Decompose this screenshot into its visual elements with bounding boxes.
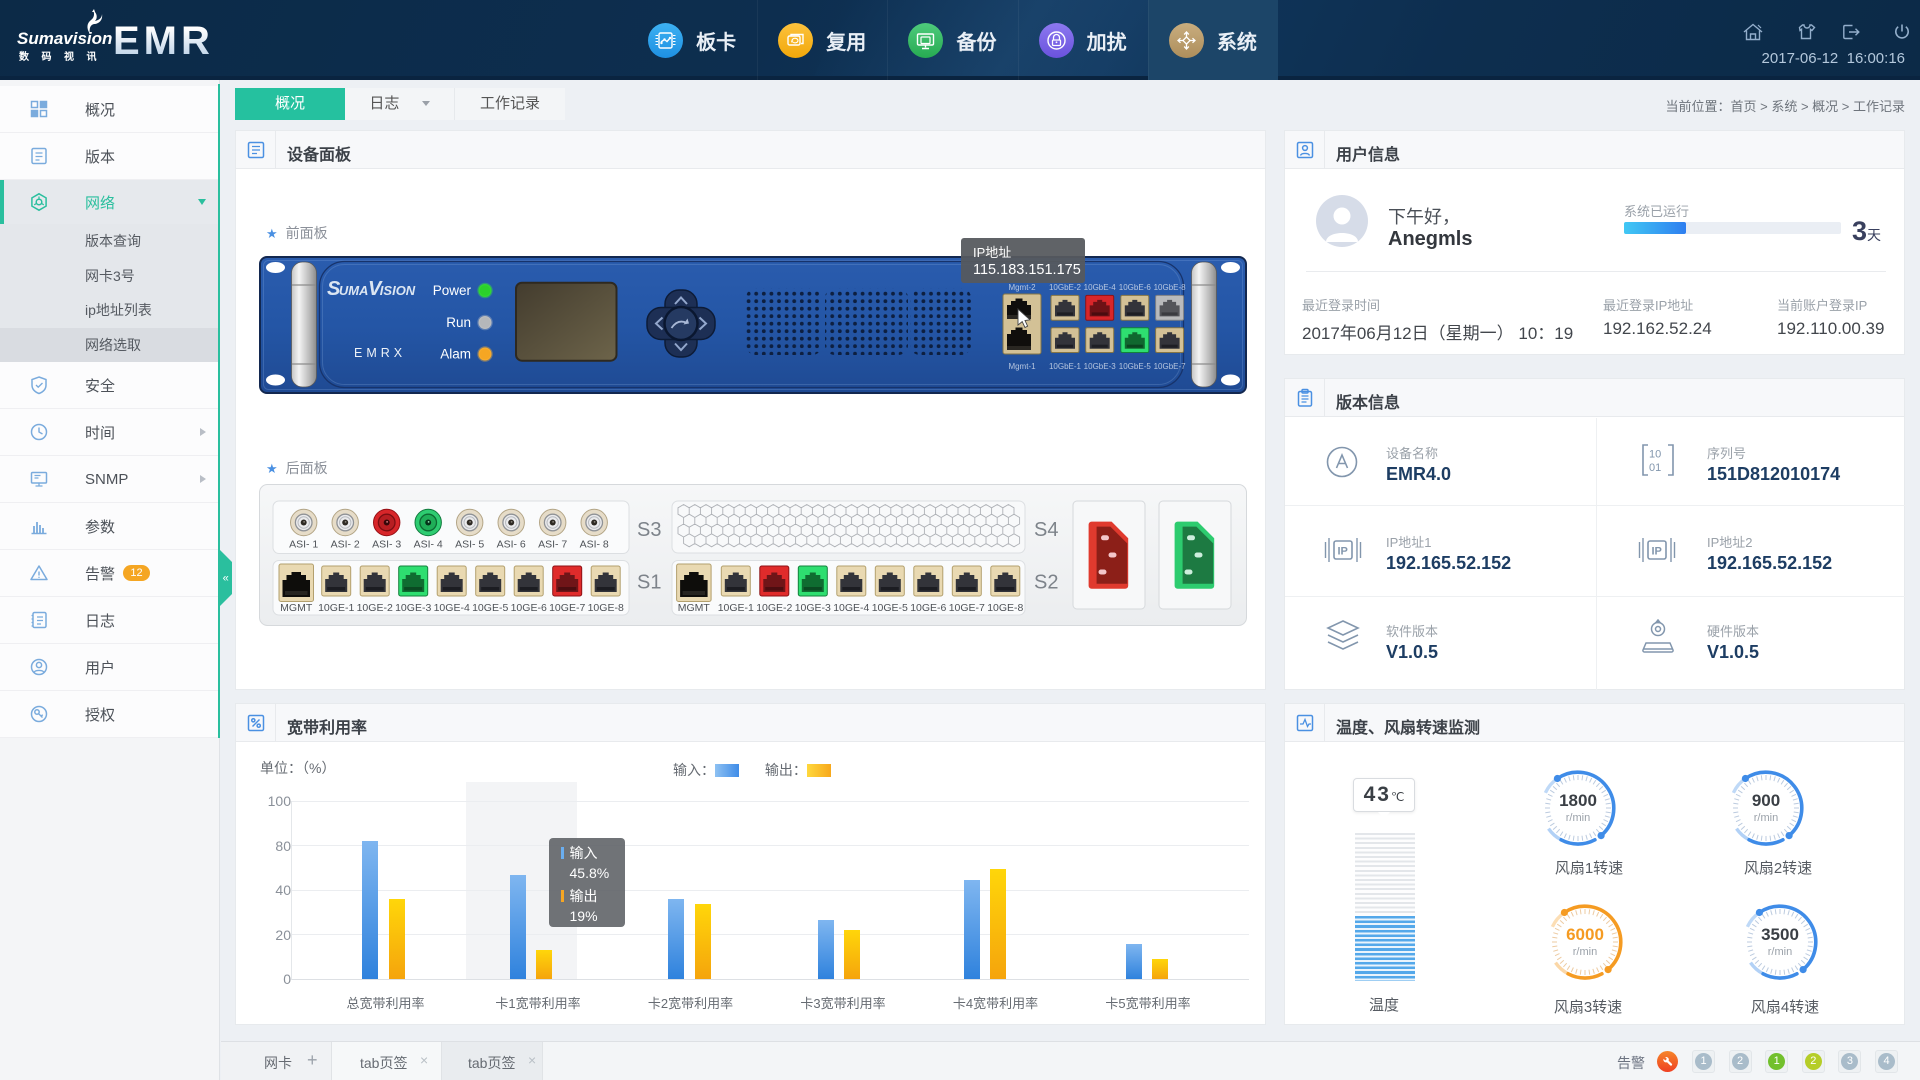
svg-text:10GE-4: 10GE-4 — [434, 602, 470, 614]
svg-text:3500: 3500 — [1761, 925, 1799, 944]
svg-text:Run: Run — [446, 315, 471, 330]
svg-text:10GbE-6: 10GbE-6 — [1119, 283, 1152, 292]
svg-text:10GE-8: 10GE-8 — [588, 602, 624, 614]
svg-text:ASI- 8: ASI- 8 — [580, 539, 609, 551]
svg-text:10GbE-7: 10GbE-7 — [1154, 362, 1187, 371]
svg-text:IP: IP — [1338, 546, 1348, 558]
svg-text:10: 10 — [1649, 449, 1661, 461]
svg-text:r/min: r/min — [1768, 946, 1792, 958]
svg-text:IP: IP — [1652, 546, 1662, 558]
svg-text:«: « — [223, 573, 229, 585]
svg-text:10GE-6: 10GE-6 — [511, 602, 547, 614]
svg-text:10GE-7: 10GE-7 — [949, 602, 985, 614]
svg-text:ASI- 7: ASI- 7 — [538, 539, 567, 551]
svg-text:EMRX: EMRX — [354, 346, 406, 360]
svg-text:10GbE-2: 10GbE-2 — [1049, 283, 1082, 292]
svg-text:ASI- 3: ASI- 3 — [372, 539, 401, 551]
svg-text:Mgmt-1: Mgmt-1 — [1008, 362, 1036, 371]
svg-text:S2: S2 — [1034, 572, 1058, 594]
svg-text:10GbE-1: 10GbE-1 — [1049, 362, 1082, 371]
svg-text:Mgmt-2: Mgmt-2 — [1008, 283, 1036, 292]
svg-text:ASI- 6: ASI- 6 — [497, 539, 526, 551]
svg-text:r/min: r/min — [1572, 946, 1596, 958]
svg-text:10GE-4: 10GE-4 — [833, 602, 869, 614]
svg-text:10GE-5: 10GE-5 — [472, 602, 508, 614]
svg-text:r/min: r/min — [1565, 812, 1589, 824]
svg-text:Alam: Alam — [440, 347, 471, 362]
svg-text:Power: Power — [433, 283, 472, 298]
svg-text:10GE-5: 10GE-5 — [872, 602, 908, 614]
svg-text:10GE-3: 10GE-3 — [395, 602, 431, 614]
svg-text:10GbE-8: 10GbE-8 — [1154, 283, 1187, 292]
svg-text:6000: 6000 — [1566, 925, 1604, 944]
svg-text:1800: 1800 — [1559, 791, 1597, 810]
svg-text:r/min: r/min — [1754, 812, 1778, 824]
svg-text:01: 01 — [1649, 462, 1661, 474]
svg-text:10GE-1: 10GE-1 — [318, 602, 354, 614]
svg-text:900: 900 — [1752, 791, 1780, 810]
svg-text:10GE-7: 10GE-7 — [549, 602, 585, 614]
svg-text:S4: S4 — [1034, 519, 1058, 541]
svg-text:10GbE-4: 10GbE-4 — [1084, 283, 1117, 292]
svg-text:S1: S1 — [637, 572, 661, 594]
svg-text:S3: S3 — [637, 519, 661, 541]
svg-text:10GE-1: 10GE-1 — [718, 602, 754, 614]
svg-text:ASI- 5: ASI- 5 — [455, 539, 484, 551]
svg-text:ASI- 4: ASI- 4 — [414, 539, 443, 551]
svg-text:10GbE-5: 10GbE-5 — [1119, 362, 1152, 371]
svg-text:SUMAVISION: SUMAVISION — [327, 278, 416, 300]
svg-text:10GE-2: 10GE-2 — [357, 602, 393, 614]
svg-text:MGMT: MGMT — [678, 602, 711, 614]
svg-text:10GE-2: 10GE-2 — [756, 602, 792, 614]
svg-text:ASI- 2: ASI- 2 — [331, 539, 360, 551]
svg-text:10GE-3: 10GE-3 — [795, 602, 831, 614]
svg-text:ASI- 1: ASI- 1 — [289, 539, 318, 551]
svg-text:MGMT: MGMT — [280, 602, 313, 614]
svg-text:10GbE-3: 10GbE-3 — [1084, 362, 1117, 371]
svg-text:10GE-8: 10GE-8 — [987, 602, 1023, 614]
svg-text:10GE-6: 10GE-6 — [910, 602, 946, 614]
